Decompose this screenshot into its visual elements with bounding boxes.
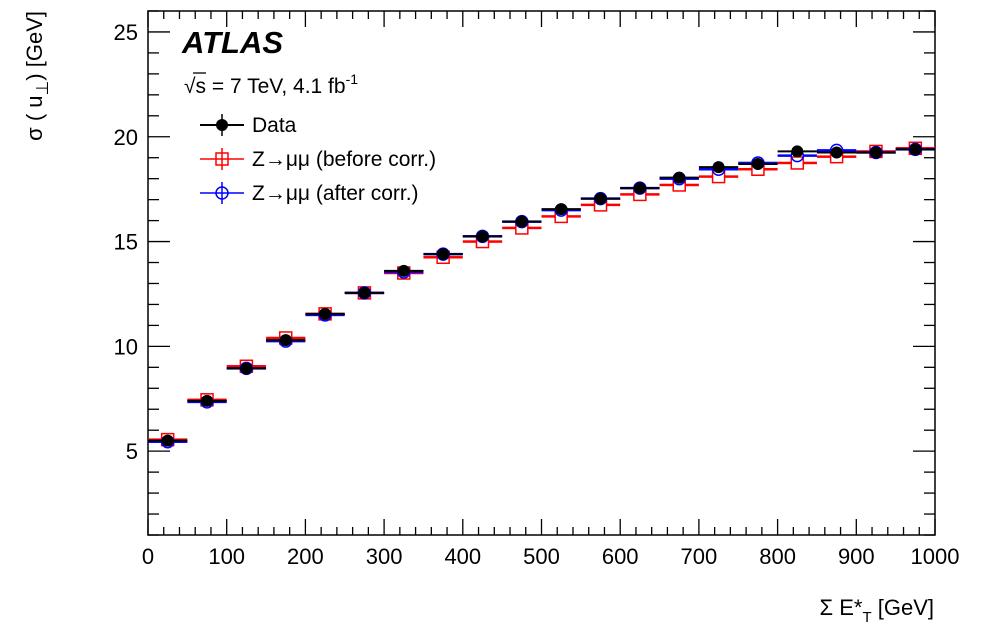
legend: Data Z→μμ (before corr.) Z→μμ (after corr.… xyxy=(200,114,436,205)
data-point xyxy=(555,203,568,216)
data-point xyxy=(240,362,253,375)
data-point xyxy=(751,158,764,171)
series-layer xyxy=(148,141,935,449)
data-point xyxy=(673,171,686,184)
x-axis-title-main: Σ E* xyxy=(820,595,863,620)
y-axis-title-post: ) [GeV] xyxy=(22,11,47,81)
x-axis-title-sub: T xyxy=(862,609,871,626)
y-axis-title: σ ( u⊥) [GeV] xyxy=(22,11,52,141)
x-tick-label: 400 xyxy=(444,544,481,569)
x-axis-title-unit: [GeV] xyxy=(872,595,934,620)
x-tick-label: 700 xyxy=(681,544,718,569)
data-point xyxy=(830,146,843,159)
legend-entry: Z→μμ (before corr.) xyxy=(200,148,436,171)
experiment-label: ATLAS xyxy=(181,25,283,60)
data-point xyxy=(515,215,528,228)
legend-entry: Data xyxy=(200,114,297,137)
axis-ticks xyxy=(147,10,936,536)
y-axis-title-pre: σ ( u xyxy=(22,96,47,141)
y-axis-title-sub: ⊥ xyxy=(33,81,52,96)
x-tick-label: 500 xyxy=(523,544,560,569)
data-point xyxy=(594,192,607,205)
data-point xyxy=(201,394,214,407)
data-point xyxy=(790,156,805,170)
data-point xyxy=(712,161,725,174)
y-tick-label: 5 xyxy=(126,439,138,464)
series-filled-circle xyxy=(148,143,935,447)
data-point xyxy=(437,248,450,261)
data-point xyxy=(909,143,922,156)
y-tick-label: 20 xyxy=(114,125,138,150)
energy-label: √s = 7 TeV, 4.1 fb-1 xyxy=(184,71,358,98)
legend-marker xyxy=(215,186,229,200)
x-tick-label: 600 xyxy=(602,544,639,569)
data-point xyxy=(161,434,174,447)
x-tick-label: 1000 xyxy=(911,544,960,569)
x-tick-label: 900 xyxy=(838,544,875,569)
x-tick-label: 200 xyxy=(287,544,324,569)
data-point xyxy=(397,264,410,277)
legend-entry: Z→μμ (after corr.) xyxy=(200,182,419,205)
x-tick-label: 300 xyxy=(366,544,403,569)
x-tick-label: 0 xyxy=(142,544,154,569)
energy-label-main: √s = 7 TeV, 4.1 fb xyxy=(184,75,346,98)
legend-marker xyxy=(215,152,229,166)
data-point xyxy=(358,286,371,299)
energy-label-sup: -1 xyxy=(346,71,359,87)
data-point xyxy=(319,307,332,320)
legend-marker xyxy=(216,119,228,131)
legend-label: Data xyxy=(252,114,297,137)
data-point xyxy=(791,145,804,158)
data-point xyxy=(279,334,292,347)
data-point xyxy=(633,182,646,195)
x-axis-title: Σ E*T [GeV] xyxy=(820,595,934,626)
data-point xyxy=(869,146,882,159)
legend-label: Z→μμ (after corr.) xyxy=(252,182,419,205)
y-tick-label: 10 xyxy=(114,334,138,359)
data-point xyxy=(476,230,489,243)
x-tick-label: 800 xyxy=(759,544,796,569)
legend-label: Z→μμ (before corr.) xyxy=(252,148,436,171)
y-tick-label: 15 xyxy=(114,230,138,255)
y-tick-label: 25 xyxy=(114,20,138,45)
x-tick-label: 100 xyxy=(208,544,245,569)
tick-labels: 0 100 200 300 400 500 600 700 800 900 1000 5 10 15 20 2… xyxy=(114,20,960,569)
